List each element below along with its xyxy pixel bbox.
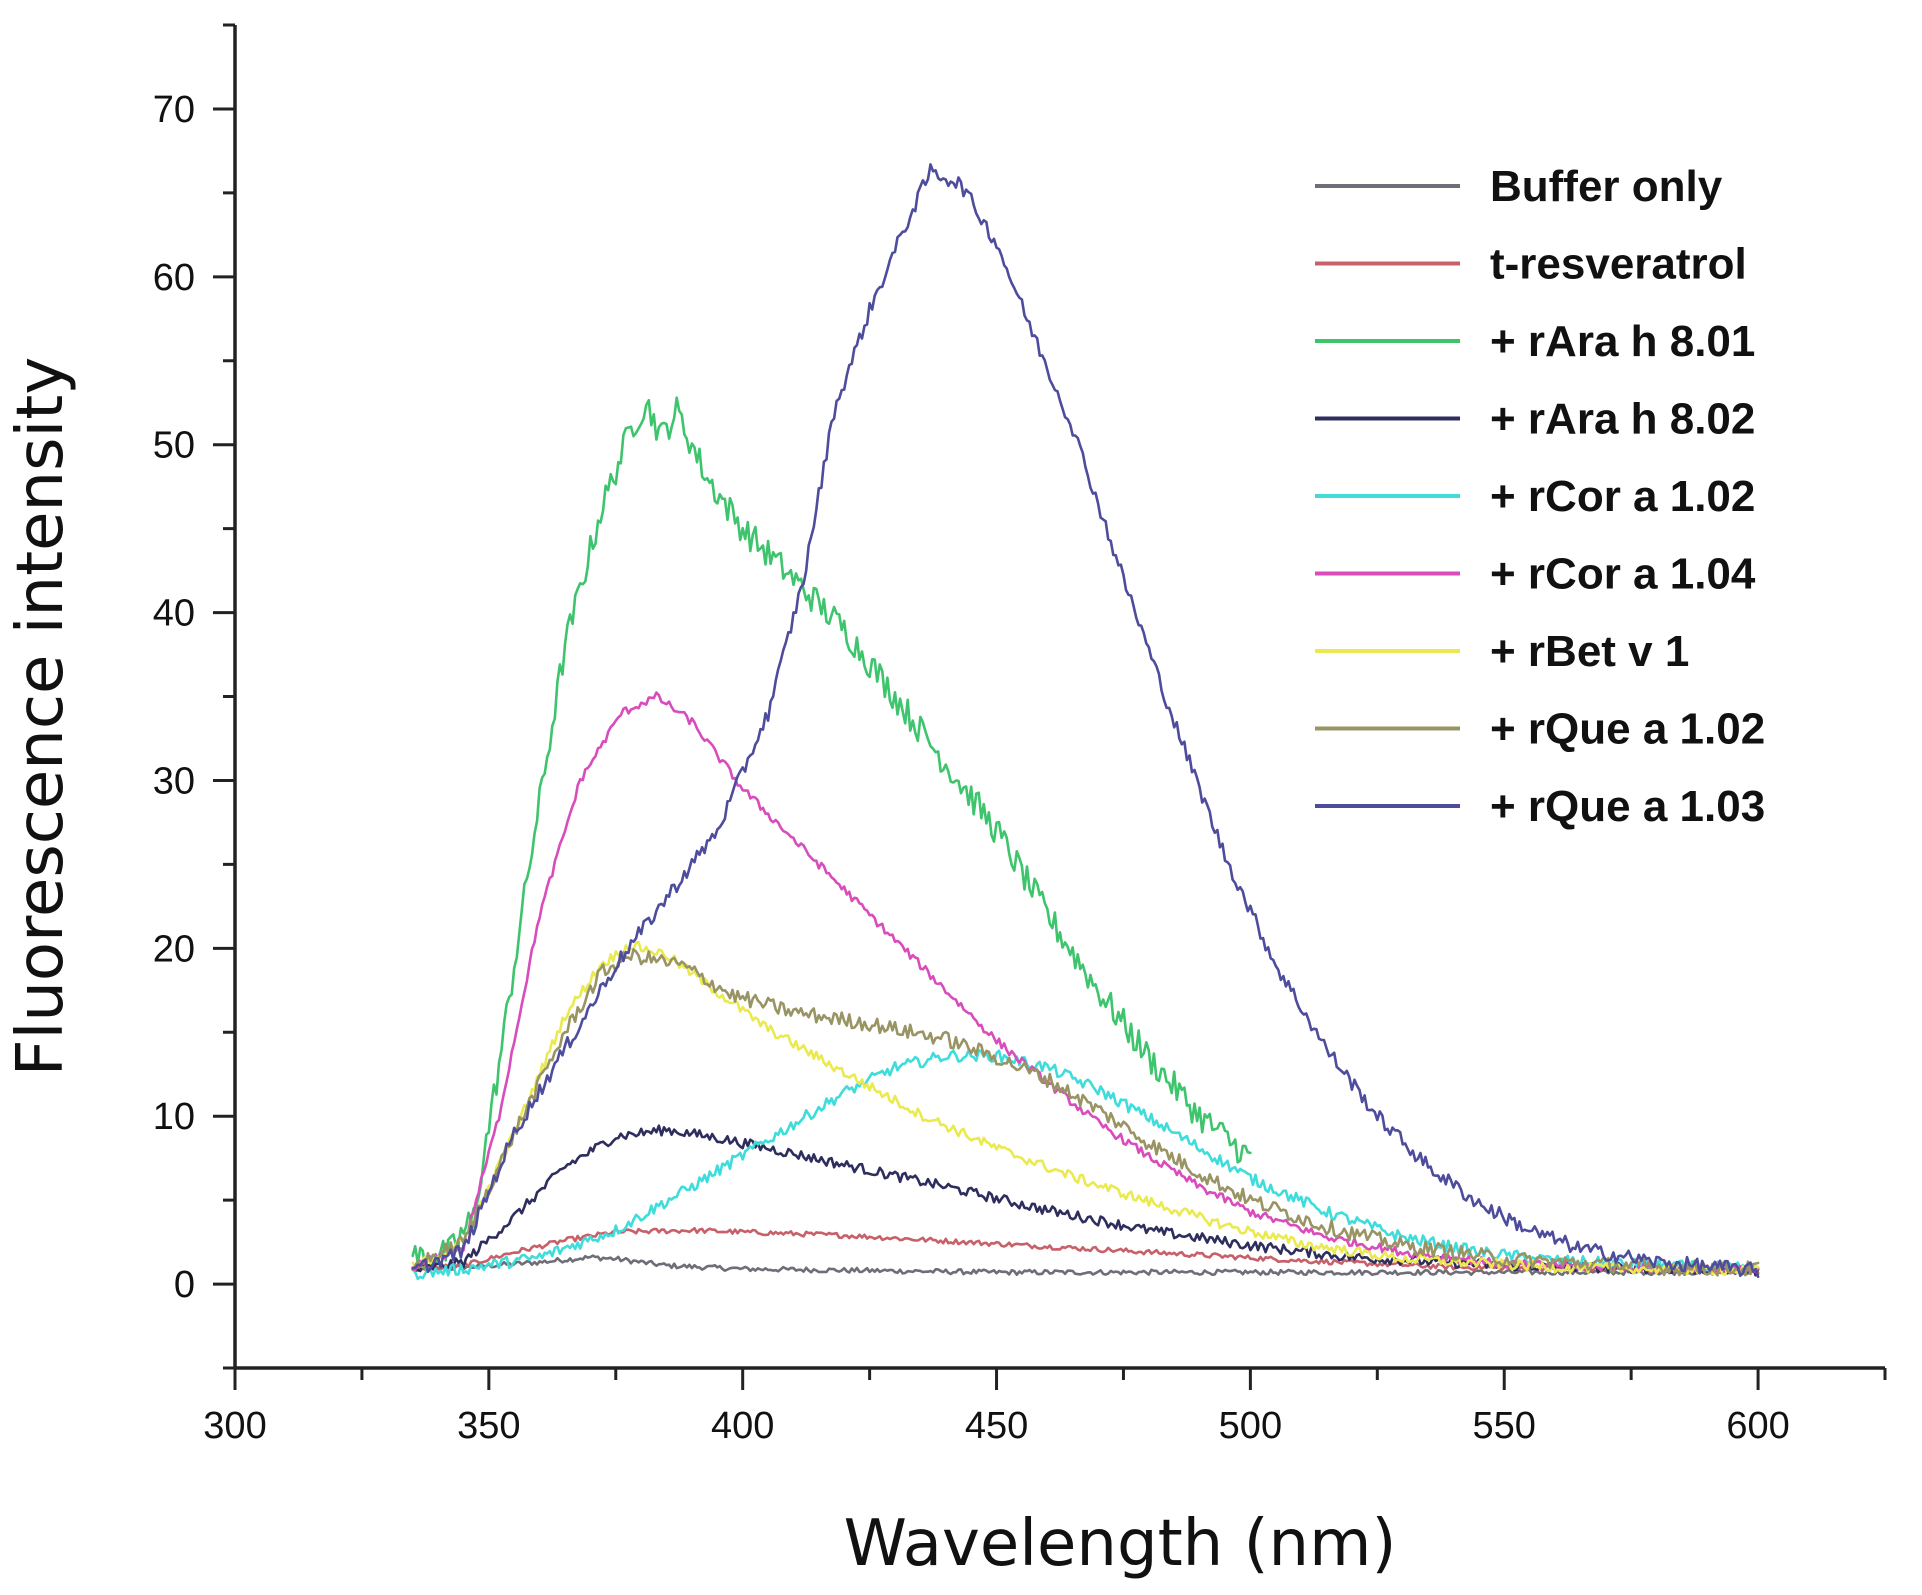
x-tick-label: 600 [1726,1405,1789,1447]
series-line-rbet-v-1 [411,940,1760,1276]
legend-label-rque-a-1-03: + rQue a 1.03 [1490,782,1765,831]
x-tick-label: 300 [203,1405,266,1447]
legend-label-t-resveratrol: t-resveratrol [1490,240,1747,289]
series-line-rara-h-8-02 [411,1124,1760,1277]
legend-label-rcor-a-1-02: + rCor a 1.02 [1490,472,1755,521]
legend-label-rara-h-8-01: + rAra h 8.01 [1490,317,1755,366]
x-tick-label: 450 [965,1405,1028,1447]
series-line-rara-h-8-01 [411,396,1252,1271]
chart-legend: Buffer only t-resveratrol + rAra h 8.01 + r… [1315,162,1765,831]
legend-label-rque-a-1-02: + rQue a 1.02 [1490,705,1765,754]
legend-label-buffer-only: Buffer only [1490,162,1723,211]
y-tick-label: 50 [153,425,195,467]
legend-label-rbet-v-1: + rBet v 1 [1490,627,1689,676]
y-tick-label: 60 [153,257,195,299]
legend-label-rara-h-8-02: + rAra h 8.02 [1490,395,1755,444]
y-tick-label: 40 [153,593,195,635]
series-line-rque-a-1-03 [411,163,1760,1279]
chart-axes: 300 350 400 450 500 550 600 0 10 20 30 40 50 60 70 [153,23,1887,1447]
x-axis-title: Wavelength (nm) [844,1507,1397,1581]
x-tick-label: 500 [1219,1405,1282,1447]
chart-series [411,163,1760,1281]
y-tick-label: 20 [153,928,195,970]
y-axis-title: Fluorescence intensity [4,357,78,1076]
series-line-rque-a-1-02 [411,948,1760,1277]
y-tick-label: 30 [153,760,195,802]
x-tick-label: 350 [457,1405,520,1447]
y-tick-label: 70 [153,89,195,131]
legend-label-rcor-a-1-04: + rCor a 1.04 [1490,550,1756,599]
y-tick-label: 10 [153,1096,195,1138]
x-tick-label: 400 [711,1405,774,1447]
x-tick-label: 550 [1473,1405,1536,1447]
series-line-buffer-only [411,1254,1760,1277]
y-tick-label: 0 [174,1264,195,1306]
series-line-rcor-a-1-04 [411,691,1760,1275]
series-line-rcor-a-1-02 [411,1049,1760,1281]
